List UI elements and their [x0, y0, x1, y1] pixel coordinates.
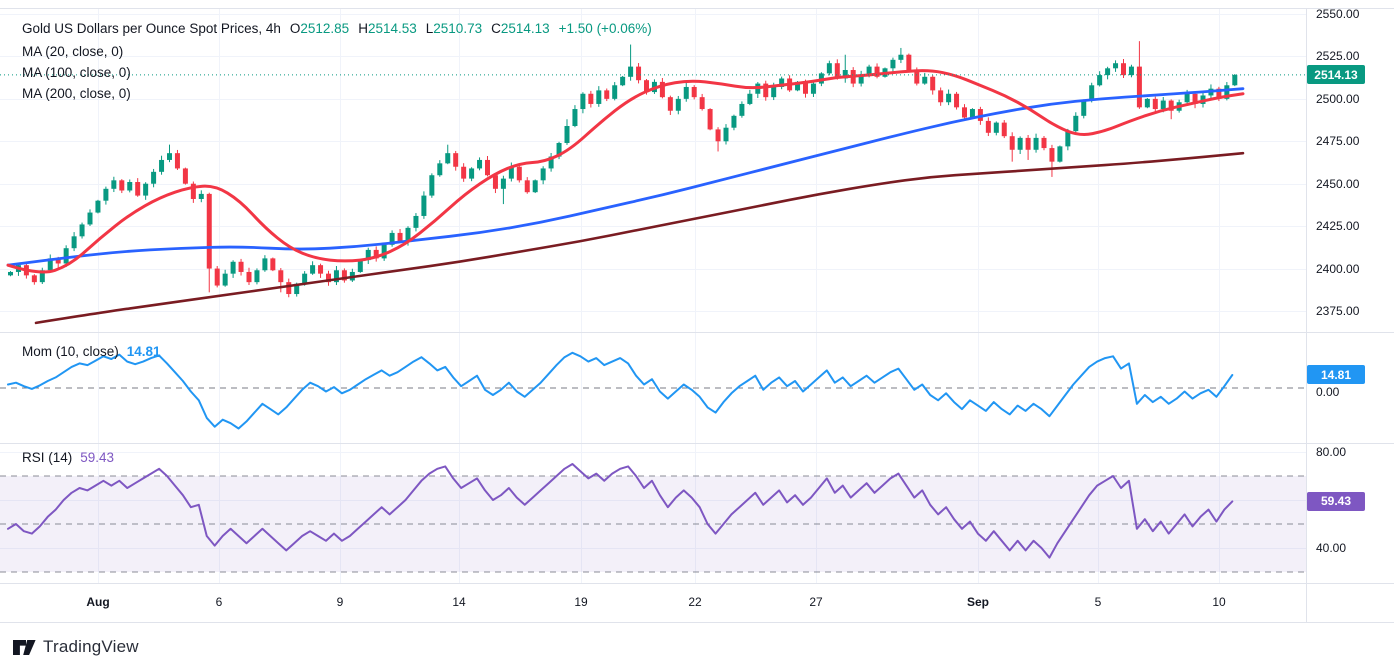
price-tick-label: 2500.00	[1316, 91, 1360, 106]
rsi-label: RSI (14)	[22, 450, 73, 465]
chart-legend: Gold US Dollars per Ounce Spot Prices, 4…	[22, 21, 652, 104]
ma-legend-item-1[interactable]: MA (100, close, 0)	[22, 65, 131, 80]
price-tick-label: 2550.00	[1316, 7, 1360, 21]
tradingview-logo-icon	[13, 639, 36, 655]
ohlc-c: C2514.13	[491, 21, 550, 36]
price-change: +1.50 (+0.06%)	[558, 21, 652, 36]
momentum-value: 14.81	[126, 344, 161, 359]
time-tick-22: 22	[688, 595, 702, 609]
price-tick-label: 2375.00	[1316, 303, 1360, 318]
momentum-legend[interactable]: Mom (10, close) 14.81	[22, 344, 161, 359]
tradingview-logo-text: TradingView	[43, 637, 139, 656]
symbol-title[interactable]: Gold US Dollars per Ounce Spot Prices, 4…	[22, 21, 281, 36]
price-tick-label: 2475.00	[1316, 134, 1360, 149]
rsi-tick-label: 40.00	[1316, 541, 1347, 555]
time-tick-14: 14	[452, 595, 466, 609]
time-tick-5: 5	[1094, 595, 1102, 609]
current-price-badge: 2514.13	[1307, 65, 1365, 85]
tradingview-logo[interactable]: TradingView	[13, 637, 139, 657]
time-tick-6: 6	[215, 595, 223, 609]
ohlc-h: H2514.53	[358, 21, 417, 36]
time-tick-19: 19	[574, 595, 588, 609]
rsi-value: 59.43	[80, 450, 115, 465]
rsi-legend[interactable]: RSI (14) 59.43	[22, 450, 114, 465]
time-tick-9: 9	[336, 595, 344, 609]
price-tick-label: 2450.00	[1316, 176, 1360, 191]
momentum-badge: 14.81	[1307, 365, 1365, 385]
ohlc-l: L2510.73	[425, 21, 483, 36]
momentum-label: Mom (10, close)	[22, 344, 119, 359]
time-tick-10: 10	[1212, 595, 1226, 609]
ohlc-o: O2512.85	[289, 21, 350, 36]
momentum-zero-label: 0.00	[1316, 385, 1340, 399]
price-tick-label: 2400.00	[1316, 261, 1360, 276]
time-tick-27: 27	[809, 595, 823, 609]
time-tick-aug: Aug	[86, 595, 110, 609]
ma-legend-item-0[interactable]: MA (20, close, 0)	[22, 44, 124, 59]
time-tick-sep: Sep	[966, 595, 990, 609]
price-axis[interactable]: 2514.13 14.81 59.43 0.00 2550.00 2525.00 2…	[1306, 7, 1394, 622]
ma-legend-list: MA (20, close, 0) MA (100, close, 0) MA (2…	[22, 41, 652, 104]
rsi-tick-label: 80.00	[1316, 445, 1347, 459]
ohlc-values: O2512.85 H2514.53 L2510.73 C2514.13	[290, 21, 550, 36]
price-tick-label: 2525.00	[1316, 49, 1360, 64]
price-tick-label: 2425.00	[1316, 219, 1360, 234]
time-axis[interactable]: Aug 6 9 14 19 22 27 Sep 5 10	[0, 584, 1394, 622]
symbol-header-row: Gold US Dollars per Ounce Spot Prices, 4…	[22, 21, 652, 36]
ma-legend-item-2[interactable]: MA (200, close, 0)	[22, 86, 131, 101]
rsi-badge: 59.43	[1307, 491, 1365, 511]
